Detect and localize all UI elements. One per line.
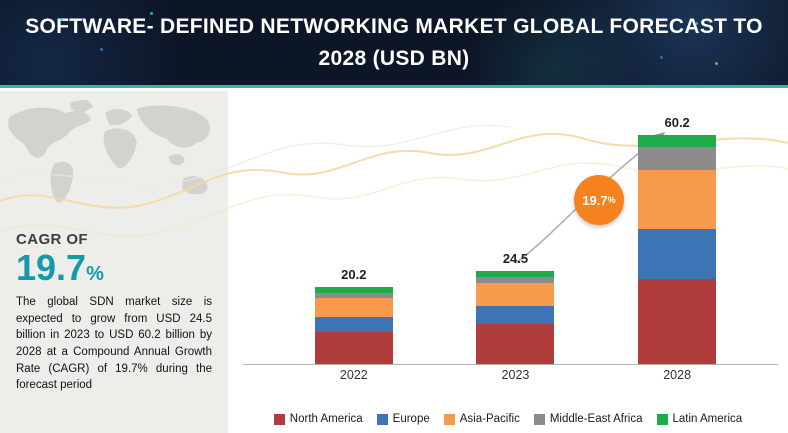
- legend-item: Europe: [376, 413, 430, 425]
- bar-segment-north-america: [476, 324, 555, 364]
- legend-label: Middle-East Africa: [549, 413, 643, 425]
- legend-item: North America: [273, 413, 363, 425]
- bar-stack: [638, 135, 717, 364]
- bar-column-2028: 60.2: [638, 115, 717, 364]
- bar-column-2022: 20.2: [314, 267, 393, 364]
- growth-badge: 19.7%: [574, 175, 624, 225]
- bar-stack: [314, 287, 393, 364]
- bar-segment-asia-pacific: [476, 283, 555, 306]
- world-map: [0, 95, 228, 225]
- cagr-value: 19.7%: [16, 250, 212, 286]
- growth-badge-percent: %: [607, 195, 616, 205]
- legend-swatch: [273, 413, 285, 425]
- legend: North America Europe Asia-Pacific Middle-Ea…: [228, 413, 788, 425]
- page-title-line2: 2028 (USD BN): [318, 46, 470, 70]
- legend-swatch: [656, 413, 668, 425]
- title-banner: SOFTWARE- DEFINED NETWORKING MARKET GLOB…: [0, 0, 788, 88]
- bar-segment-asia-pacific: [638, 170, 717, 230]
- bar-segment-middle-east-africa: [314, 292, 393, 298]
- category-label: 2023: [501, 368, 530, 382]
- legend-item: Middle-East Africa: [533, 413, 643, 425]
- stacked-bar-chart: 20.2 24.5 60.2 2022 2023 2028 19.7% North Am…: [228, 91, 788, 433]
- legend-label: Asia-Pacific: [459, 413, 520, 425]
- legend-swatch: [376, 413, 388, 425]
- network-dots-decoration: [60, 18, 63, 21]
- bar-segment-europe: [638, 229, 717, 279]
- bar-total-label: 24.5: [502, 250, 529, 266]
- bar-segment-north-america: [314, 331, 393, 364]
- bar-total-label: 20.2: [341, 267, 367, 283]
- category-label: 2022: [339, 368, 368, 382]
- category-row: 2022 2023 2028: [243, 368, 778, 388]
- legend-swatch: [533, 413, 545, 425]
- cagr-label: CAGR OF: [16, 231, 88, 248]
- cagr-number: 19.7: [16, 247, 87, 288]
- growth-badge-value: 19.7: [582, 192, 608, 208]
- plot-area: 20.2 24.5 60.2: [243, 97, 778, 365]
- category-label: 2028: [663, 368, 692, 382]
- network-dots-decoration: [695, 22, 698, 25]
- bar-segment-europe: [314, 316, 393, 332]
- market-description: The global SDN market size is expected t…: [16, 296, 212, 392]
- bar-segment-middle-east-africa: [638, 147, 717, 171]
- bar-segment-north-america: [638, 278, 717, 364]
- bar-stack: [476, 270, 555, 364]
- bar-segment-latin-america: [476, 270, 555, 278]
- bar-segment-asia-pacific: [314, 297, 393, 317]
- bar-segment-middle-east-africa: [476, 277, 555, 284]
- cagr-percent-sign: %: [86, 263, 104, 285]
- bar-segment-latin-america: [638, 135, 717, 148]
- legend-item: Asia-Pacific: [443, 413, 520, 425]
- sidebar: CAGR OF 19.7% The global SDN market size…: [0, 91, 228, 433]
- bar-segment-europe: [476, 305, 555, 325]
- legend-label: North America: [289, 413, 363, 425]
- legend-label: Europe: [392, 413, 430, 425]
- legend-swatch: [443, 413, 455, 425]
- bar-segment-latin-america: [314, 287, 393, 293]
- page-title-line1: SOFTWARE- DEFINED NETWORKING MARKET GLOB…: [25, 15, 763, 38]
- legend-label: Latin America: [672, 413, 743, 425]
- bar-total-label: 60.2: [664, 115, 690, 131]
- legend-item: Latin America: [656, 413, 743, 425]
- bar-column-2023: 24.5: [476, 250, 555, 364]
